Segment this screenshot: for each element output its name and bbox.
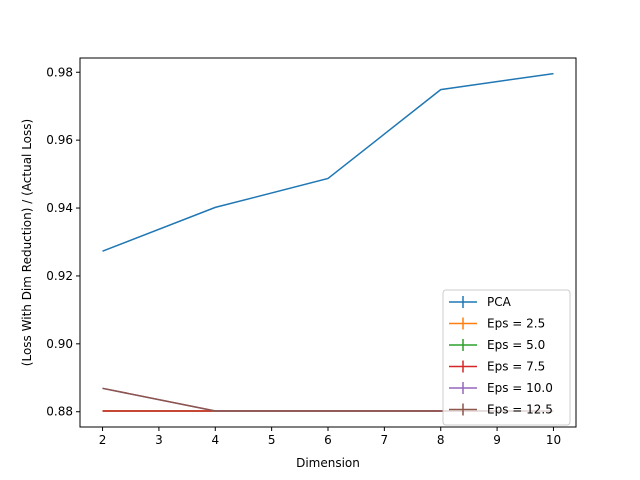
legend: PCA Eps = 2.5 Eps = 5.0 Eps = 7.5 Eps = 10.0…	[442, 289, 571, 426]
legend-label: PCA	[487, 295, 512, 309]
y-tick-label: 0.88	[46, 405, 73, 419]
axis-ticks: 2 3 4 5 6 7 8 9 10 0.88 0.90 0.92 0.94 0.96 0.98	[46, 65, 561, 447]
x-tick-label: 7	[381, 433, 389, 447]
legend-entry: PCA	[449, 295, 512, 309]
x-tick-label: 4	[211, 433, 219, 447]
legend-entry: Eps = 10.0	[449, 381, 553, 395]
x-tick-label: 6	[324, 433, 332, 447]
y-tick-label: 0.96	[46, 133, 73, 147]
x-tick-label: 5	[268, 433, 276, 447]
y-axis-label: (Loss With Dim Reduction) / (Actual Loss…	[20, 119, 34, 366]
y-tick-label: 0.98	[46, 65, 73, 79]
legend-entry: Eps = 7.5	[449, 360, 545, 374]
y-tick-label: 0.92	[46, 269, 73, 283]
x-tick-label: 10	[546, 433, 561, 447]
series-lines	[102, 72, 554, 412]
x-tick-label: 3	[155, 433, 163, 447]
x-tick-label: 2	[99, 433, 107, 447]
x-tick-label: 9	[493, 433, 501, 447]
series-line-0	[102, 72, 554, 252]
y-tick-label: 0.90	[46, 337, 73, 351]
legend-label: Eps = 5.0	[487, 338, 545, 352]
legend-label: Eps = 12.5	[487, 403, 553, 417]
legend-label: Eps = 7.5	[487, 360, 545, 374]
legend-entry: Eps = 12.5	[449, 403, 553, 417]
legend-entry: Eps = 2.5	[449, 317, 545, 331]
legend-label: Eps = 10.0	[487, 381, 553, 395]
legend-label: Eps = 2.5	[487, 317, 545, 331]
x-tick-label: 8	[437, 433, 445, 447]
legend-entry: Eps = 5.0	[449, 338, 545, 352]
y-tick-label: 0.94	[46, 201, 73, 215]
x-axis-label: Dimension	[296, 456, 360, 470]
